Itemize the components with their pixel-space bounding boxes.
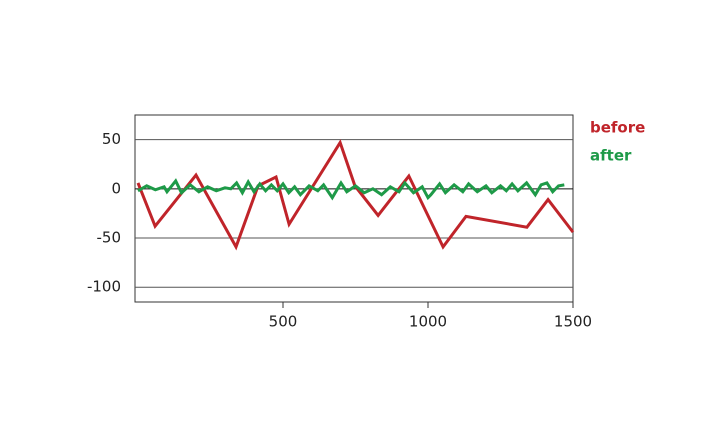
plot-area — [134, 114, 574, 303]
legend-label: before — [590, 119, 645, 137]
series-line — [136, 139, 575, 251]
y-tick-label: 0 — [111, 179, 121, 197]
y-tick-label: -50 — [97, 229, 122, 247]
series-line — [137, 178, 565, 201]
x-tick-label: 1000 — [409, 313, 447, 331]
x-tick-label: 1500 — [554, 313, 592, 331]
x-tick-label: 500 — [269, 313, 298, 331]
y-tick-label: -100 — [87, 278, 121, 296]
y-tick-label: 50 — [102, 130, 121, 148]
legend-label: after — [590, 147, 632, 165]
